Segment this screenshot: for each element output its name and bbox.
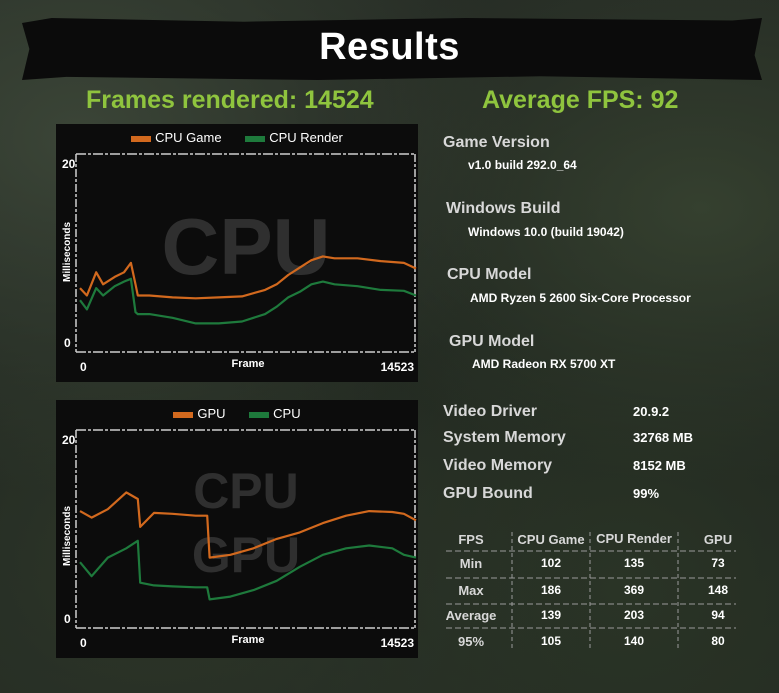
video-driver-value: 20.9.2 <box>633 404 670 419</box>
table-cell: 186 <box>540 583 562 597</box>
table-row-label: Average <box>445 608 497 623</box>
video-memory-label: Video Memory <box>443 457 553 474</box>
table-cell: 140 <box>623 634 645 648</box>
table-cell: 102 <box>540 556 562 570</box>
table-cell: 73 <box>711 556 725 570</box>
frames-rendered: Frames rendered: 14524 <box>86 86 374 114</box>
table-cell: 139 <box>540 608 562 622</box>
gpu-model-label: GPU Model <box>449 333 535 350</box>
table-header-fps: FPS <box>458 532 484 547</box>
table-row-label: Max <box>458 583 484 598</box>
y-tick-label: 20 <box>62 157 76 171</box>
y-tick-label: 0 <box>64 336 71 350</box>
video-driver-label: Video Driver <box>443 403 537 420</box>
legend-label: CPU <box>273 406 301 421</box>
y-tick-label: 0 <box>64 612 71 626</box>
y-axis-label: Milliseconds <box>62 222 73 282</box>
legend-label: GPU <box>197 406 226 421</box>
legend-swatch-green <box>249 411 270 418</box>
legend-label: CPU Game <box>155 130 222 145</box>
legend-label: CPU Render <box>269 130 343 145</box>
x-axis-label: Frame <box>231 358 264 370</box>
y-axis-label: Milliseconds <box>62 506 73 566</box>
table-cell: 105 <box>540 634 562 648</box>
chart-watermark: CPU <box>162 202 331 291</box>
cpu-model-label: CPU Model <box>447 266 532 283</box>
game-version-label: Game Version <box>443 134 550 151</box>
x-tick-label: 14523 <box>381 360 415 374</box>
chart-watermark: CPU <box>193 463 299 519</box>
system-memory-value: 32768 MB <box>633 430 693 445</box>
gpu-chart-panel: GPU CPU CPU GPU 20 0 0 14523 Frame Milliseconds <box>56 400 418 658</box>
x-axis-label: Frame <box>231 634 264 646</box>
x-tick-label: 0 <box>80 360 87 374</box>
cpu-chart-panel: CPU Game CPU Render CPU 20 0 0 14523 Frame Mil… <box>56 124 418 382</box>
average-fps: Average FPS: 92 <box>482 86 679 114</box>
system-memory-label: System Memory <box>443 429 566 446</box>
x-tick-label: 14523 <box>381 636 415 650</box>
legend-item-cpu-render: CPU Render <box>245 130 343 145</box>
cpu-model-value: AMD Ryzen 5 2600 Six-Core Processor <box>470 291 691 305</box>
gpu-bound-label: GPU Bound <box>443 485 533 502</box>
legend-item-cpu: CPU <box>249 406 301 421</box>
legend-swatch-orange <box>173 411 194 418</box>
table-cell: 135 <box>623 556 645 570</box>
table-header-cpu-game: CPU Game <box>517 532 585 547</box>
windows-build-value: Windows 10.0 (build 19042) <box>468 225 624 239</box>
x-tick-label: 0 <box>80 636 87 650</box>
game-version-value: v1.0 build 292.0_64 <box>468 158 577 172</box>
series-line-cpu-game <box>79 255 417 300</box>
cpu-chart: CPU 20 00 14523 Frame Milliseconds <box>62 153 417 374</box>
cpu-chart-legend: CPU Game CPU Render <box>56 130 418 145</box>
table-cell: 369 <box>623 583 645 597</box>
gpu-chart-legend: GPU CPU <box>56 406 418 421</box>
legend-swatch-green <box>245 135 266 142</box>
video-memory-value: 8152 MB <box>633 458 686 473</box>
table-cell: 148 <box>707 583 729 597</box>
table-header-gpu: GPU <box>703 532 733 547</box>
table-cell: 94 <box>711 608 725 622</box>
legend-swatch-orange <box>131 135 152 142</box>
table-cell: 80 <box>711 634 725 648</box>
table-cell: 203 <box>623 608 645 622</box>
table-row-label: 95% <box>457 634 485 649</box>
legend-item-gpu: GPU <box>173 406 226 421</box>
legend-item-cpu-game: CPU Game <box>131 130 222 145</box>
windows-build-label: Windows Build <box>446 200 561 217</box>
y-tick-label: 20 <box>62 433 76 447</box>
gpu-model-value: AMD Radeon RX 5700 XT <box>472 357 616 371</box>
series-line-cpu-render <box>79 277 417 325</box>
table-header-cpu-render: CPU Render <box>596 531 672 546</box>
table-row-label: Min <box>459 556 483 571</box>
title-banner <box>22 18 762 80</box>
gpu-bound-value: 99% <box>633 486 660 501</box>
series-line-gpu <box>79 491 417 559</box>
series-line-cpu <box>79 539 417 601</box>
page-title: Results <box>319 26 460 68</box>
